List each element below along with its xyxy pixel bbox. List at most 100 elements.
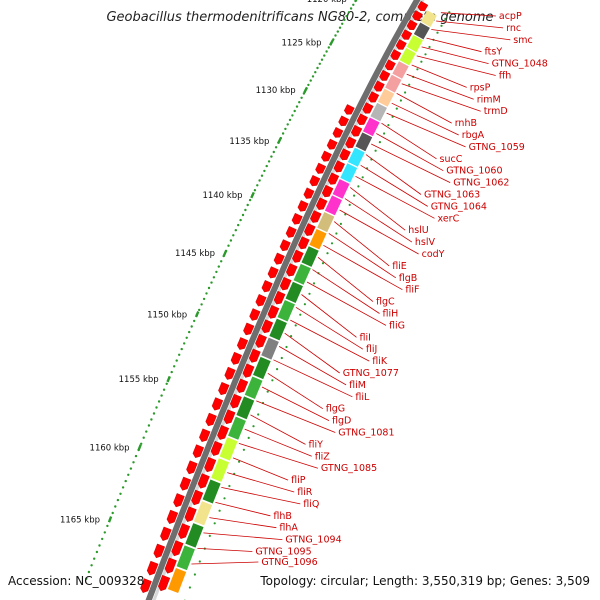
scale-label: 1125 kbp	[281, 39, 321, 49]
gene-label[interactable]: fliI	[360, 332, 371, 343]
scale-dot	[116, 498, 120, 502]
scale-dot	[239, 218, 242, 222]
gene-label[interactable]: rpsP	[470, 82, 491, 93]
guide-dot	[448, 11, 451, 14]
gene-leader-line	[227, 472, 295, 493]
cds-arrow-reverse	[343, 104, 355, 115]
scale-label: 1160 kbp	[90, 444, 130, 454]
gene-leader-line	[256, 400, 336, 433]
cds-arrow	[178, 523, 191, 539]
gene-leader-line	[191, 561, 259, 565]
gene-label[interactable]: trmD	[484, 106, 508, 117]
gene-label[interactable]: hslU	[408, 225, 429, 236]
gene-leader-line	[317, 256, 374, 302]
gene-label[interactable]: rimM	[477, 94, 501, 105]
gene-label[interactable]: sucC	[440, 154, 463, 165]
gene-leader-line	[328, 233, 397, 279]
gene-label[interactable]: flhA	[279, 523, 298, 534]
cog-segment	[301, 246, 319, 267]
scale-label: 1120 kbp	[307, 0, 347, 5]
gene-label[interactable]: fliR	[297, 487, 313, 498]
cds-arrow	[184, 506, 197, 522]
cds-arrow-reverse	[211, 397, 224, 411]
cds-arrow	[191, 489, 204, 506]
gene-label[interactable]: GTNG_1077	[343, 368, 399, 379]
guide-dot	[271, 379, 274, 382]
gene-label[interactable]: fliE	[392, 261, 407, 272]
cog-segment	[370, 102, 387, 122]
gene-label[interactable]: fliJ	[366, 344, 377, 355]
gene-label[interactable]: GTNG_1048	[492, 59, 548, 70]
scale-tick	[107, 516, 113, 523]
gene-label[interactable]: GTNG_1063	[424, 190, 480, 201]
gene-leader-line	[290, 319, 370, 362]
gene-label[interactable]: ftsY	[485, 47, 503, 58]
guide-dot	[257, 413, 260, 416]
cds-arrow-reverse	[297, 200, 309, 212]
gene-label[interactable]: flgG	[326, 404, 345, 415]
gene-label[interactable]: acpP	[499, 11, 522, 22]
gene-label[interactable]: fliH	[383, 309, 399, 320]
gene-leader-line	[421, 46, 489, 64]
scale-dot	[347, 11, 351, 14]
gene-label[interactable]: GTNG_1059	[469, 142, 525, 153]
cds-arrow-reverse	[255, 294, 267, 307]
cds-arrow	[158, 574, 171, 592]
scale-dot	[85, 577, 88, 580]
gene-label[interactable]: fliQ	[303, 499, 319, 510]
gene-label[interactable]: hslV	[415, 237, 436, 248]
gene-label[interactable]: smc	[513, 35, 532, 46]
gene-label[interactable]: codY	[422, 249, 445, 260]
guide-dot	[416, 68, 419, 71]
gene-label[interactable]: fliL	[355, 392, 370, 403]
gene-label[interactable]: flgD	[332, 416, 351, 427]
gene-label[interactable]: GTNG_1081	[338, 428, 394, 439]
gene-leader-line	[365, 154, 422, 195]
gene-label[interactable]: rbgA	[462, 130, 485, 141]
gene-leader-line	[416, 55, 496, 76]
cog-segment	[277, 300, 295, 322]
scale-dot	[185, 336, 188, 339]
scale-label: 1145 kbp	[175, 249, 215, 259]
cds-arrow-reverse	[153, 543, 166, 559]
gene-label[interactable]: rnc	[506, 23, 521, 34]
scale-dot	[352, 3, 355, 6]
gene-label[interactable]: GTNG_1064	[431, 201, 487, 212]
gene-label[interactable]: GTNG_1060	[446, 166, 502, 177]
cog-segment	[347, 147, 365, 167]
cds-arrow	[327, 172, 340, 185]
gene-label[interactable]: fliZ	[315, 451, 331, 462]
scale-tick	[137, 444, 142, 451]
gene-label[interactable]: flhB	[273, 511, 292, 522]
gene-label[interactable]: flgC	[376, 297, 395, 308]
gene-label[interactable]: GTNG_1062	[453, 178, 509, 189]
guide-dot	[252, 425, 255, 428]
gene-label[interactable]: flgB	[399, 273, 418, 284]
cog-segment	[406, 35, 423, 53]
scale-dot	[281, 132, 285, 135]
gene-label[interactable]: rnhB	[455, 118, 477, 129]
gene-label[interactable]: fliM	[349, 380, 366, 391]
gene-label[interactable]: fliY	[309, 439, 324, 450]
gene-label[interactable]: ffh	[499, 71, 512, 82]
cds-arrow	[236, 378, 249, 393]
cog-segment	[309, 228, 327, 250]
guide-dot	[242, 448, 245, 451]
gene-label[interactable]: fliP	[291, 475, 306, 486]
cds-arrow	[304, 223, 316, 236]
cds-arrow-reverse	[338, 115, 350, 127]
gene-label[interactable]: fliF	[405, 285, 419, 296]
scale-tick	[222, 249, 228, 257]
gene-label[interactable]: xerC	[438, 213, 460, 224]
cds-arrow-reverse	[230, 351, 242, 365]
gene-label[interactable]: GTNG_1094	[285, 535, 341, 546]
gene-label[interactable]: fliG	[389, 320, 405, 331]
gene-label[interactable]: GTNG_1085	[321, 463, 377, 474]
gene-label[interactable]: GTNG_1096	[261, 557, 317, 568]
gene-label[interactable]: GTNG_1095	[255, 547, 311, 558]
gene-label[interactable]: fliK	[372, 356, 388, 367]
guide-dot	[218, 509, 221, 512]
cog-segment	[324, 195, 343, 216]
cog-segment	[399, 47, 416, 66]
